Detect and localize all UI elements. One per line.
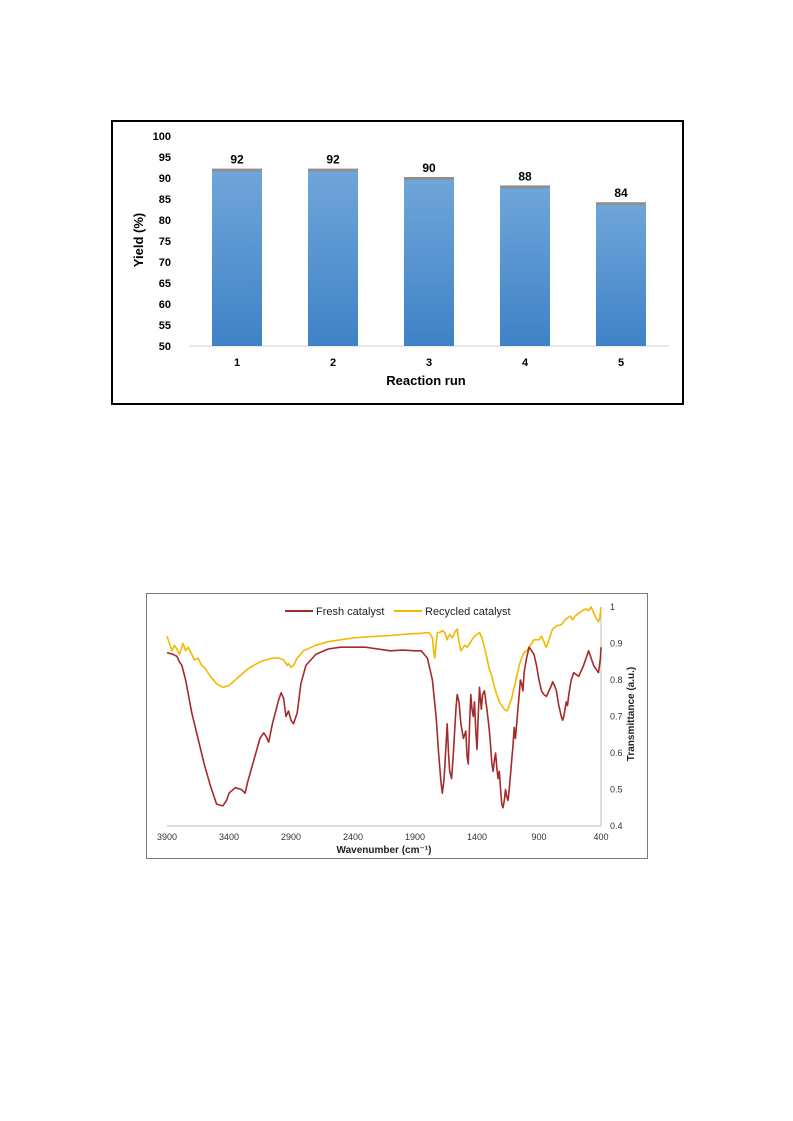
ir-series-lines [166,606,602,809]
ir-x-tick-label: 3400 [219,832,239,842]
ir-x-tick-label: 1400 [467,832,487,842]
bar-y-tick-label: 70 [159,257,171,269]
bar-x-ticks: 1 2 3 4 5 [234,357,624,369]
ir-series-line [166,606,602,712]
ir-legend: Fresh catalyst Recycled catalyst [285,606,511,618]
ir-x-ticks: 3900 3400 2900 2400 1900 1400 900 400 [157,832,609,842]
bar-data-label: 84 [614,186,628,200]
bar [596,203,646,346]
ir-y-tick-label: 1 [610,602,615,612]
bar-y-tick-label: 50 [159,341,171,353]
ir-x-axis-title: Wavenumber (cm⁻¹) [337,845,432,856]
bar-data-label: 92 [326,153,340,167]
bar-top-cap [212,168,262,172]
ir-x-tick-label: 900 [531,832,546,842]
bar [308,169,358,346]
ir-y-ticks: 0.4 0.5 0.6 0.7 0.8 0.9 1 [610,602,623,831]
bar-x-tick-label: 5 [618,357,624,369]
ir-y-tick-label: 0.5 [610,785,623,795]
ir-x-tick-label: 2900 [281,832,301,842]
bar-x-tick-label: 1 [234,357,240,369]
bar-marks [212,168,646,346]
legend-recycled-catalyst-label: Recycled catalyst [425,606,511,618]
bar-y-tick-label: 85 [159,194,171,206]
legend-fresh-catalyst-label: Fresh catalyst [316,606,384,618]
ir-x-tick-label: 2400 [343,832,363,842]
ir-y-tick-label: 0.6 [610,748,623,758]
ir-x-tick-label: 3900 [157,832,177,842]
yield-bar-chart: 50 55 60 65 70 75 80 85 90 95 100 1 2 3 4 5 92 92 90 88 84… [111,120,684,405]
bar [500,186,550,346]
bar-y-tick-label: 95 [159,152,171,164]
ir-x-tick-label: 1900 [405,832,425,842]
ir-y-tick-label: 0.7 [610,712,623,722]
bar [212,169,262,346]
bar-data-label: 88 [518,169,532,183]
yield-bar-chart-svg: 50 55 60 65 70 75 80 85 90 95 100 1 2 3 4 5 92 92 90 88 84… [131,131,669,388]
bar-y-tick-label: 90 [159,173,171,185]
bar-y-tick-label: 75 [159,236,171,248]
ir-y-tick-label: 0.8 [610,675,623,685]
ir-y-tick-label: 0.9 [610,639,623,649]
bar-top-cap [596,202,646,206]
ir-spectrum-chart-svg: 0.4 0.5 0.6 0.7 0.8 0.9 1 3900 3400 2900 2400 1900… [157,602,637,856]
bar-y-tick-label: 60 [159,299,171,311]
bar-x-axis-title: Reaction run [386,373,466,388]
bar-data-label: 90 [422,161,436,175]
bar-top-cap [404,177,454,180]
bar-x-tick-label: 2 [330,357,336,369]
bar [404,178,454,346]
bar-y-tick-label: 55 [159,320,171,332]
ir-series-line [166,646,602,809]
ir-y-axis-title: Transmittance (a.u.) [626,667,637,761]
bar-data-labels: 92 92 90 88 84 [230,153,628,201]
ir-y-tick-label: 0.4 [610,821,623,831]
bar-y-tick-label: 100 [153,131,171,143]
bar-top-cap [308,168,358,172]
ir-x-tick-label: 400 [593,832,608,842]
bar-x-tick-label: 4 [522,357,529,369]
bar-y-tick-label: 65 [159,278,171,290]
bar-y-axis-title: Yield (%) [131,213,146,267]
bar-y-ticks: 50 55 60 65 70 75 80 85 90 95 100 [153,131,171,353]
ir-spectrum-chart: 0.4 0.5 0.6 0.7 0.8 0.9 1 3900 3400 2900 2400 1900… [146,593,648,859]
bar-data-label: 92 [230,153,244,167]
bar-y-tick-label: 80 [159,215,171,227]
bar-x-tick-label: 3 [426,357,432,369]
bar-top-cap [500,185,550,189]
